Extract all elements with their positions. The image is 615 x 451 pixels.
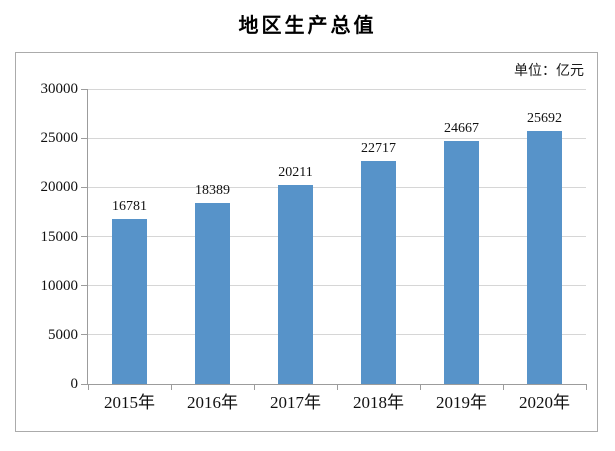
bar-value-label: 18389 [195, 183, 230, 199]
x-axis-tick [253, 384, 255, 390]
x-axis-tick [170, 384, 172, 390]
bar-value-label: 24667 [444, 121, 479, 137]
y-gridline [88, 137, 586, 139]
x-axis-label: 2020年 [519, 393, 570, 412]
bar [361, 160, 396, 384]
bar [278, 185, 313, 384]
unit-label: 单位：亿元 [514, 64, 584, 79]
y-axis-label: 10000 [40, 277, 79, 294]
y-axis-tick [81, 236, 88, 237]
x-axis-label: 2017年 [270, 393, 321, 412]
x-axis-tick [336, 384, 338, 390]
y-gridline [88, 186, 586, 188]
bar [195, 203, 230, 384]
y-axis-tick [81, 334, 88, 336]
y-gridline [88, 236, 586, 237]
x-axis-tick [585, 384, 587, 390]
y-axis-label: 20000 [40, 179, 79, 196]
y-axis-tick [81, 186, 88, 188]
x-axis-tick [419, 384, 421, 390]
chart-frame: 单位：亿元 0 5000 10000 15000 20000 25000 30000 1678… [15, 52, 598, 432]
chart-title: 地区生产总值 [238, 15, 377, 37]
x-axis-label: 2016年 [187, 393, 238, 412]
x-axis-label: 2018年 [353, 393, 404, 412]
bar [527, 131, 562, 384]
y-gridline [88, 88, 586, 90]
y-axis-tick [81, 88, 88, 90]
bar-value-label: 22717 [361, 140, 396, 156]
y-axis-tick [81, 285, 88, 287]
x-axis-tick [87, 384, 89, 390]
y-gridline [88, 285, 586, 287]
bar [112, 218, 147, 384]
bar-value-label: 20211 [278, 165, 313, 181]
x-axis-label: 2015年 [104, 393, 155, 412]
y-axis-label: 15000 [40, 228, 79, 245]
y-gridline [88, 334, 586, 336]
y-axis-tick [81, 137, 88, 139]
y-axis-label: 30000 [40, 81, 79, 97]
y-axis-label: 0 [70, 376, 79, 392]
y-axis-label: 5000 [48, 326, 78, 343]
x-axis-label: 2019年 [436, 393, 487, 412]
bar-value-label: 16781 [112, 198, 147, 214]
bar-value-label: 25692 [527, 111, 562, 127]
y-axis-label: 25000 [40, 130, 79, 147]
y-axis-tick [81, 383, 88, 385]
bar [444, 141, 479, 384]
plot-area: 0 5000 10000 15000 20000 25000 30000 16781 2015年… [41, 81, 587, 412]
x-axis-tick [502, 384, 504, 390]
